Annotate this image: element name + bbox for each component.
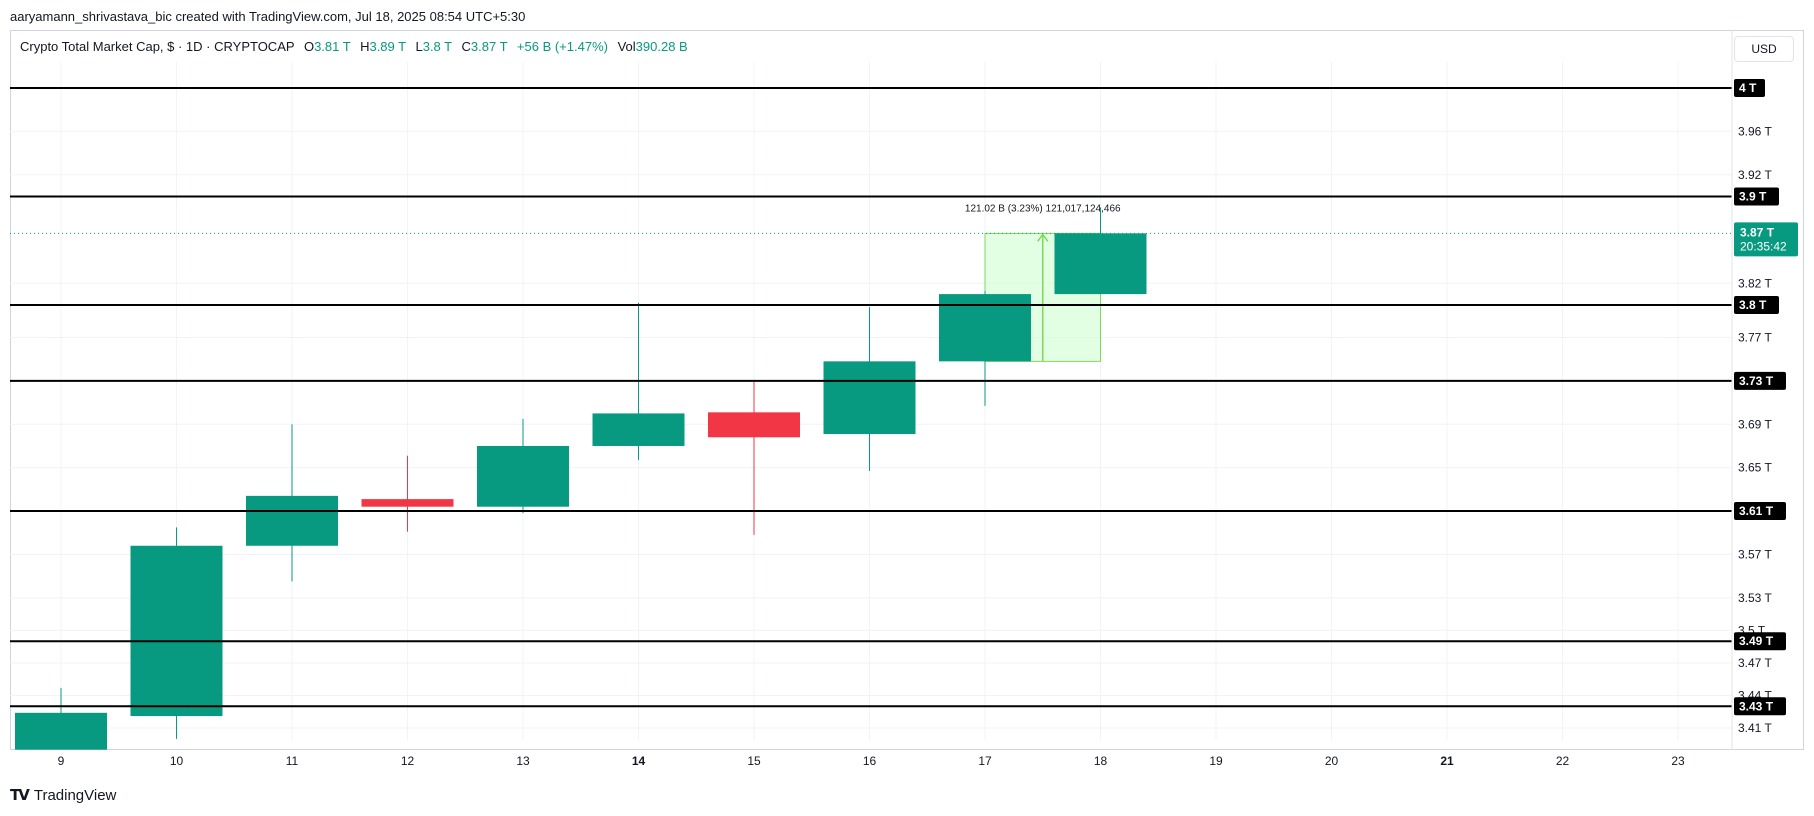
candle	[15, 687, 107, 750]
axes-layer: 3.96 T 3.92 T 3.82 T 3.77 T 3.69 T 3.65 T 3.57…	[58, 30, 1798, 768]
candle	[823, 307, 916, 471]
volume-label: Vol	[617, 39, 636, 54]
price-axis-label: 3.65 T	[1738, 461, 1772, 475]
volume-value: 390.28 B	[635, 39, 688, 54]
low-label: L	[415, 39, 423, 54]
close-label: C	[461, 39, 471, 54]
currency-button[interactable]: USD	[1734, 36, 1794, 62]
time-axis-label: 9	[58, 754, 65, 768]
chart-credit: aaryamann_shrivastava_bic created with T…	[10, 9, 526, 24]
measure-arrow-head	[1037, 233, 1049, 242]
time-axis-label: 11	[286, 754, 299, 768]
time-axis-label: 13	[516, 754, 530, 768]
time-axis-label: 16	[863, 754, 877, 768]
tradingview-logo-text: TradingView	[33, 786, 117, 804]
level-price-tag: 3.8 T	[1734, 295, 1779, 314]
price-axis-label: 3.82 T	[1738, 276, 1772, 290]
level-price-tag: 3.43 T	[1734, 697, 1786, 716]
level-price-tag: 3.61 T	[1734, 502, 1786, 521]
level-price-tag: 4 T	[1734, 79, 1765, 97]
candle	[361, 455, 454, 532]
level-price-tag-label: 3.61 T	[1739, 504, 1774, 518]
time-axis-label: 23	[1671, 754, 1685, 768]
last-price-value: 3.87 T	[1740, 225, 1775, 239]
candle-body	[477, 445, 569, 507]
open-label: O	[303, 39, 315, 54]
high-value: 3.89 T	[369, 39, 406, 54]
change-value: +56 B (+1.47%)	[516, 39, 608, 54]
level-price-tag: 3.9 T	[1734, 187, 1779, 206]
time-axis-label: 22	[1556, 754, 1570, 768]
candle-body	[15, 712, 107, 750]
candle	[130, 527, 223, 739]
level-price-tag-label: 3.8 T	[1739, 298, 1767, 312]
price-axis-label: 3.92 T	[1738, 168, 1772, 182]
price-axis-label: 3.77 T	[1738, 330, 1772, 344]
price-axis-label: 3.69 T	[1738, 417, 1772, 431]
time-axis-label: 17	[978, 754, 992, 768]
close-value: 3.87 T	[470, 39, 508, 54]
symbol-legend: Crypto Total Market Cap, $ · 1D · CRYPTO…	[20, 39, 688, 54]
tradingview-logo-icon: 𝗧𝗩	[10, 787, 30, 804]
candle-body	[246, 495, 338, 546]
candle	[1054, 207, 1147, 295]
level-price-tag-label: 4 T	[1739, 81, 1757, 95]
last-price-tag: 3.87 T20:35:42	[1734, 222, 1798, 257]
time-axis-label: 15	[747, 754, 761, 768]
level-price-tag: 3.73 T	[1734, 371, 1786, 390]
level-price-tag-label: 3.43 T	[1739, 699, 1774, 713]
candle-body	[823, 361, 916, 435]
candle-body	[708, 412, 800, 438]
time-axis-label: 20	[1325, 754, 1339, 768]
price-axis-label: 3.57 T	[1738, 547, 1772, 561]
level-price-tag-bg	[1734, 697, 1786, 716]
time-axis-label: 18	[1094, 754, 1108, 768]
candle	[477, 418, 569, 514]
last-price-tag-bg	[1734, 222, 1798, 257]
level-price-tag-label: 3.73 T	[1739, 374, 1774, 388]
time-axis-label: 21	[1440, 754, 1454, 768]
level-price-tag: 3.49 T	[1734, 632, 1786, 651]
candle-body	[130, 545, 223, 717]
horizontal-levels-layer	[10, 87, 1732, 708]
price-axis-label: 3.53 T	[1738, 591, 1772, 605]
last-price-countdown: 20:35:42	[1740, 239, 1787, 253]
level-price-tag-bg	[1734, 502, 1786, 521]
time-axis-label: 14	[632, 754, 646, 768]
time-axis-label: 19	[1209, 754, 1223, 768]
candle-body	[592, 413, 685, 446]
candle	[708, 381, 800, 535]
chart-frame	[10, 30, 1804, 750]
measure-label: 121.02 B (3.23%) 121,017,124,466	[965, 203, 1121, 214]
tradingview-logo[interactable]: 𝗧𝗩 TradingView	[10, 786, 117, 805]
level-price-tag-bg	[1734, 371, 1786, 390]
level-price-tag-bg	[1734, 79, 1765, 97]
candle	[592, 302, 685, 461]
level-price-tag-label: 3.9 T	[1739, 189, 1767, 203]
open-value: 3.81 T	[314, 39, 351, 54]
price-axis-label: 3.96 T	[1738, 124, 1772, 138]
price-axis-label: 3.41 T	[1738, 721, 1772, 735]
time-axis-label: 10	[170, 754, 184, 768]
low-value: 3.8 T	[422, 39, 452, 54]
grid-layer	[10, 62, 1732, 740]
level-price-tag-bg	[1734, 632, 1786, 651]
candle-body	[1054, 233, 1147, 295]
candles-layer	[15, 207, 1147, 750]
level-price-tag-label: 3.49 T	[1739, 634, 1774, 648]
candle-body	[361, 499, 454, 507]
candle	[939, 290, 1031, 406]
level-price-tag-bg	[1734, 295, 1779, 314]
level-price-tag-bg	[1734, 187, 1779, 206]
time-axis-label: 12	[401, 754, 415, 768]
high-label: H	[360, 39, 370, 54]
candle	[246, 424, 338, 582]
price-axis-label: 3.47 T	[1738, 656, 1772, 670]
symbol-name[interactable]: Crypto Total Market Cap, $ · 1D · CRYPTO…	[20, 39, 295, 54]
